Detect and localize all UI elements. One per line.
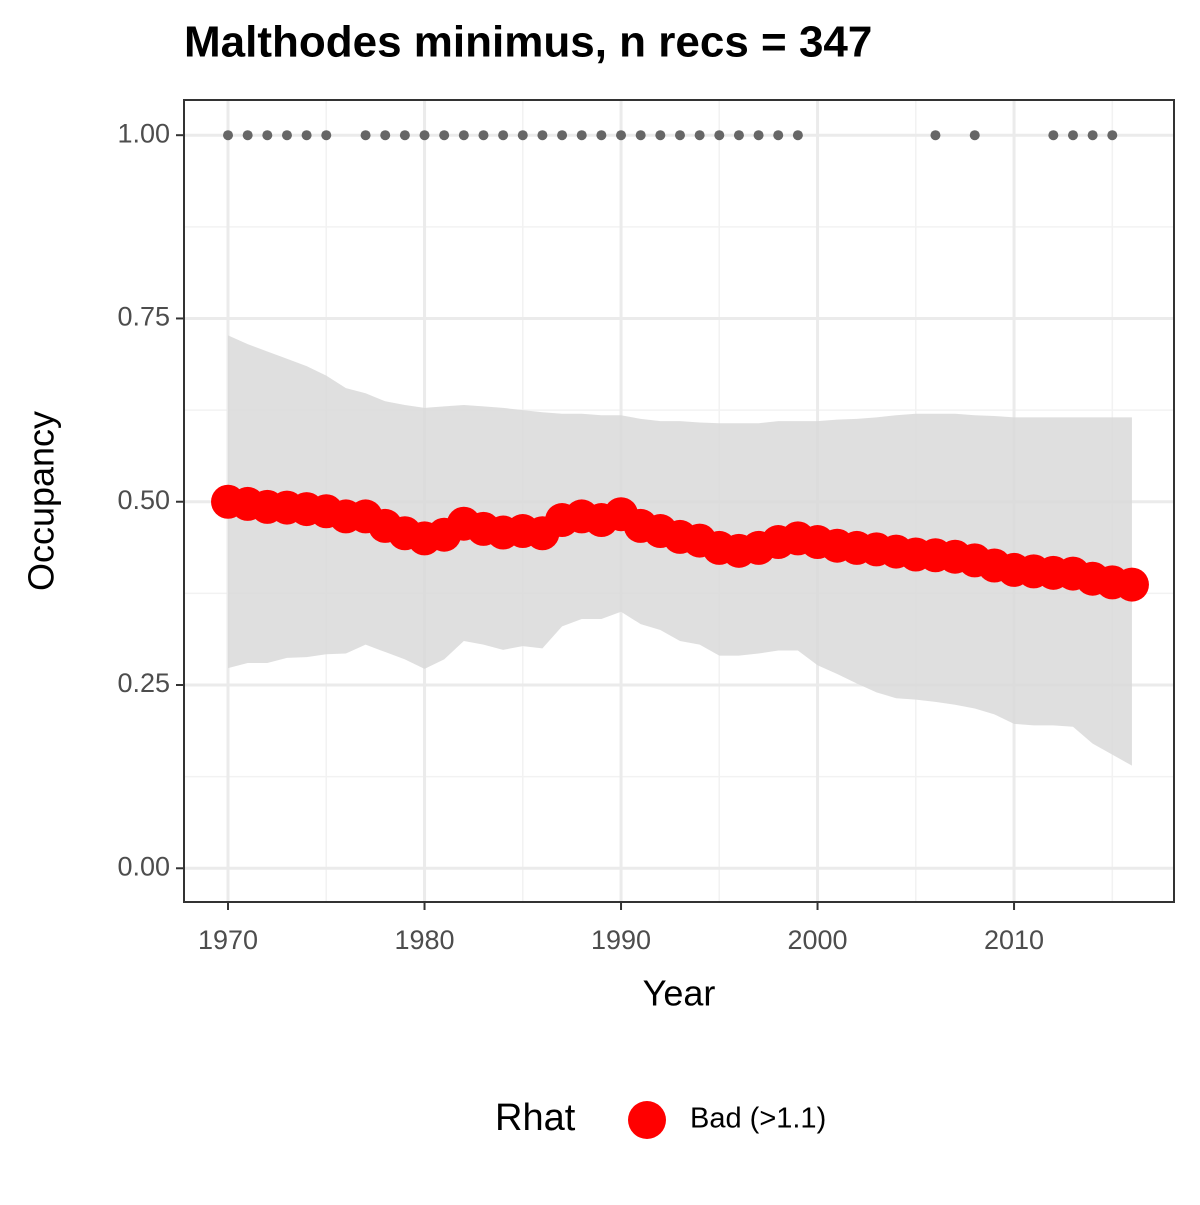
record-point <box>223 130 234 141</box>
record-point <box>1067 130 1078 141</box>
record-point <box>733 130 744 141</box>
record-point <box>930 130 941 141</box>
y-tick-label: 0.50 <box>117 485 170 515</box>
record-point <box>557 130 568 141</box>
data-point <box>1114 567 1149 602</box>
record-point <box>458 130 469 141</box>
x-axis-title: Year <box>643 973 716 1014</box>
record-point <box>674 130 685 141</box>
x-tick-label: 1990 <box>591 925 651 955</box>
record-point <box>1048 130 1059 141</box>
record-point <box>1087 130 1098 141</box>
legend-swatch <box>628 1101 666 1139</box>
record-point <box>969 130 980 141</box>
record-point <box>439 130 450 141</box>
x-tick-label: 2010 <box>984 925 1044 955</box>
record-point <box>655 130 666 141</box>
chart-title: Malthodes minimus, n recs = 347 <box>184 18 872 67</box>
y-tick-label: 0.25 <box>117 668 170 698</box>
record-point <box>478 130 489 141</box>
x-tick-label: 1980 <box>394 925 454 955</box>
record-point <box>537 130 548 141</box>
record-point <box>753 130 764 141</box>
record-point <box>242 130 253 141</box>
record-point <box>714 130 725 141</box>
record-point <box>380 130 391 141</box>
y-tick-label: 1.00 <box>117 118 170 148</box>
record-point <box>635 130 646 141</box>
record-point <box>498 130 509 141</box>
record-point <box>694 130 705 141</box>
record-point <box>792 130 803 141</box>
x-tick-label: 1970 <box>198 925 258 955</box>
record-point <box>773 130 784 141</box>
record-point <box>399 130 410 141</box>
y-axis-title: Occupancy <box>21 411 62 591</box>
record-point <box>419 130 430 141</box>
record-point <box>281 130 292 141</box>
record-point <box>360 130 371 141</box>
record-point <box>596 130 607 141</box>
y-tick-label: 0.75 <box>117 302 170 332</box>
record-point <box>301 130 312 141</box>
record-point <box>321 130 332 141</box>
x-tick-label: 2000 <box>787 925 847 955</box>
record-point <box>262 130 273 141</box>
legend-title: Rhat <box>495 1097 576 1139</box>
record-point <box>1107 130 1118 141</box>
legend-label: Bad (>1.1) <box>690 1103 826 1135</box>
y-tick-label: 0.00 <box>117 851 170 881</box>
record-point <box>517 130 528 141</box>
panel-border <box>183 99 1175 903</box>
record-point <box>616 130 627 141</box>
record-point <box>576 130 587 141</box>
